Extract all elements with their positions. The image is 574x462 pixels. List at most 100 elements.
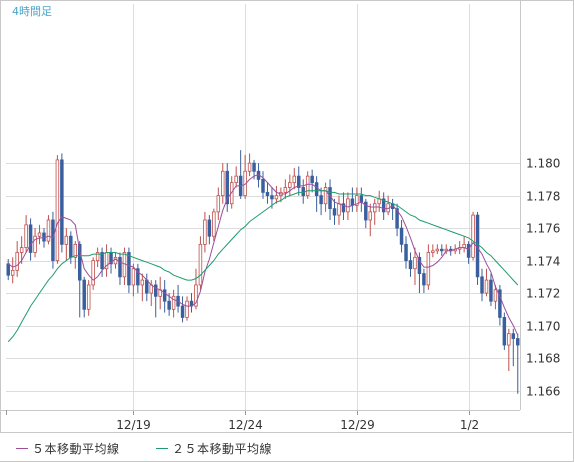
candle-down [78,243,82,281]
candle-down [69,235,73,258]
candle-down [328,187,332,210]
candle-up [292,175,297,184]
candle-down [180,305,185,318]
candle-up [493,289,498,302]
y-tick-label: 1.178 [526,190,560,204]
candle-up [19,247,24,253]
candle-up [113,256,118,265]
candle-down [511,333,516,339]
y-tick-label: 1.168 [526,352,560,366]
candle-up [435,248,440,252]
candle-up [64,235,69,245]
ma25-line [7,190,519,343]
legend-label-ma5: ５本移動平均線 [32,442,120,456]
candle-up [194,284,198,307]
candle-down [82,279,86,310]
y-tick-label: 1.166 [526,385,560,399]
candle-up [234,175,238,184]
candle-up [95,252,100,261]
candle-up [413,256,417,270]
candle-up [274,195,279,200]
legend: ５本移動平均線 ２５本移動平均線 [0,432,572,461]
legend-swatch-ma25 [156,448,168,449]
y-tick-label: 1.174 [526,255,560,269]
candle-down [341,203,346,213]
x-tick-label: 12/19 [116,418,151,432]
y-tick-label: 1.172 [526,287,560,301]
candles [6,150,520,394]
candle-down [252,162,256,172]
candle-up [221,170,225,197]
candle-up [198,243,203,286]
candle-down [136,268,140,286]
candle-down [440,248,444,252]
candle-down [395,208,399,229]
candle-down [498,289,502,318]
candle-down [350,198,355,206]
y-tick-label: 1.176 [526,222,560,236]
candle-down [399,227,404,245]
candle-up [203,219,207,245]
legend-item-ma5: ５本移動平均線 [16,440,120,457]
candle-down [480,276,484,294]
legend-swatch-ma5 [16,448,28,449]
y-tick-label: 1.180 [526,157,560,171]
candle-down [270,195,274,200]
candle-up [86,284,91,310]
candle-down [6,263,10,276]
candle-down [153,284,158,297]
candle-up [55,159,60,261]
candle-up [372,203,377,213]
candle-down [359,195,364,203]
candle-down [516,338,520,346]
candle-up [73,243,78,258]
axes: 1.166 1.168 1.170 1.172 1.174 1.176 1.178 1.180… [0,0,560,432]
ma5-line [7,173,519,336]
candle-up [368,211,373,221]
candle-up [171,295,176,310]
candle-up [185,300,189,318]
price-chart: 1.166 1.168 1.170 1.172 1.174 1.176 1.178 1.180… [0,0,560,432]
candle-down [28,224,33,253]
y-tick-label: 1.170 [526,320,560,334]
candle-down [145,279,149,294]
candle-down [265,191,270,197]
candle-up [91,260,95,286]
candle-up [346,198,350,213]
candle-up [24,224,28,248]
x-tick-label: 12/24 [228,418,263,432]
candle-down [466,243,471,258]
legend-label-ma25: ２５本移動平均線 [172,442,273,456]
candle-down [314,182,319,197]
candle-down [408,260,413,270]
candle-down [261,178,265,193]
candle-up [140,279,145,286]
candle-down [417,256,422,274]
candle-up [37,232,42,237]
candle-down [60,159,64,245]
x-tick-label: 12/29 [340,418,375,432]
chart-title: 4時間足 [12,5,52,18]
candle-down [381,198,386,213]
candle-up [426,252,431,286]
candle-down [332,208,337,216]
candle-up [46,219,51,242]
candle-down [225,170,229,205]
candle-down [100,252,104,270]
candle-up [33,235,37,253]
candle-up [431,250,435,253]
candle-up [305,175,310,197]
candle-down [207,219,212,237]
candle-down [404,243,408,261]
candle-down [319,195,323,205]
candle-down [127,252,131,286]
candle-down [297,175,301,188]
candle-up [216,195,221,213]
grid [6,4,520,410]
candle-up [15,252,19,271]
moving-averages [7,173,519,343]
candle-up [212,211,216,237]
candle-up [484,279,489,294]
candle-down [489,279,493,302]
legend-item-ma25: ２５本移動平均線 [156,440,272,457]
